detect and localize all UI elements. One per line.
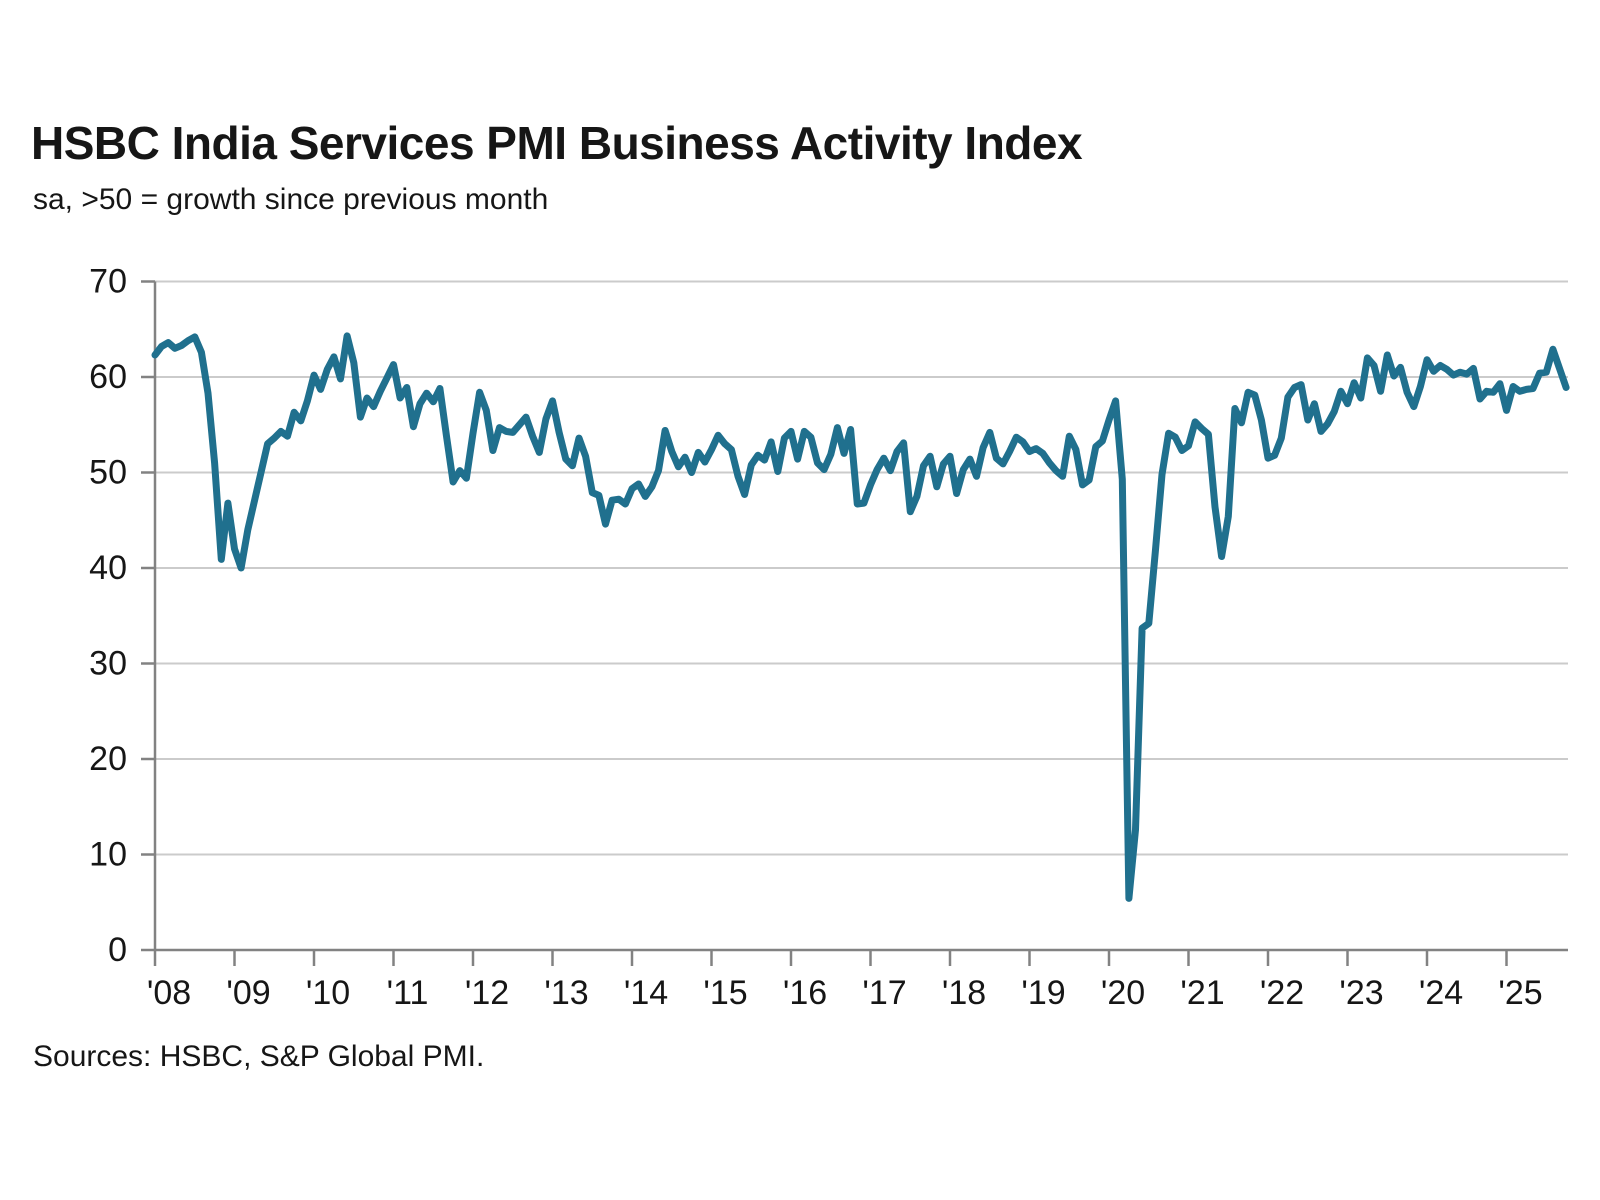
x-tick-label: '09: [226, 974, 270, 1012]
x-tick-label: '23: [1339, 974, 1383, 1012]
x-tick-label: '17: [862, 974, 906, 1012]
y-tick-label: 0: [108, 931, 127, 969]
x-tick-label: '22: [1260, 974, 1304, 1012]
y-tick-label: 60: [89, 358, 127, 396]
y-tick-label: 10: [89, 836, 127, 874]
x-tick-label: '12: [465, 974, 509, 1012]
x-tick-label: '21: [1180, 974, 1224, 1012]
pmi-series-line: [151, 332, 1570, 902]
x-tick-label: '15: [703, 974, 747, 1012]
x-tick-label: '18: [942, 974, 986, 1012]
x-tick-label: '08: [147, 974, 191, 1012]
x-tick-label: '25: [1498, 974, 1542, 1012]
x-tick-label: '24: [1419, 974, 1463, 1012]
x-tick-label: '13: [544, 974, 588, 1012]
x-tick-label: '10: [306, 974, 350, 1012]
y-tick-label: 70: [89, 263, 127, 301]
source-note: Sources: HSBC, S&P Global PMI.: [33, 1040, 485, 1073]
x-tick-label: '20: [1101, 974, 1145, 1012]
chart-subtitle: sa, >50 = growth since previous month: [33, 183, 549, 216]
y-tick-label: 20: [89, 740, 127, 778]
x-tick-label: '16: [783, 974, 827, 1012]
y-tick-label: 30: [89, 645, 127, 683]
x-tick-label: '14: [624, 974, 668, 1012]
x-tick-label: '19: [1021, 974, 1065, 1012]
y-tick-label: 40: [89, 549, 127, 587]
x-tick-label: '11: [387, 974, 429, 1012]
y-tick-label: 50: [89, 454, 127, 492]
chart-title: HSBC India Services PMI Business Activit…: [31, 117, 1083, 169]
